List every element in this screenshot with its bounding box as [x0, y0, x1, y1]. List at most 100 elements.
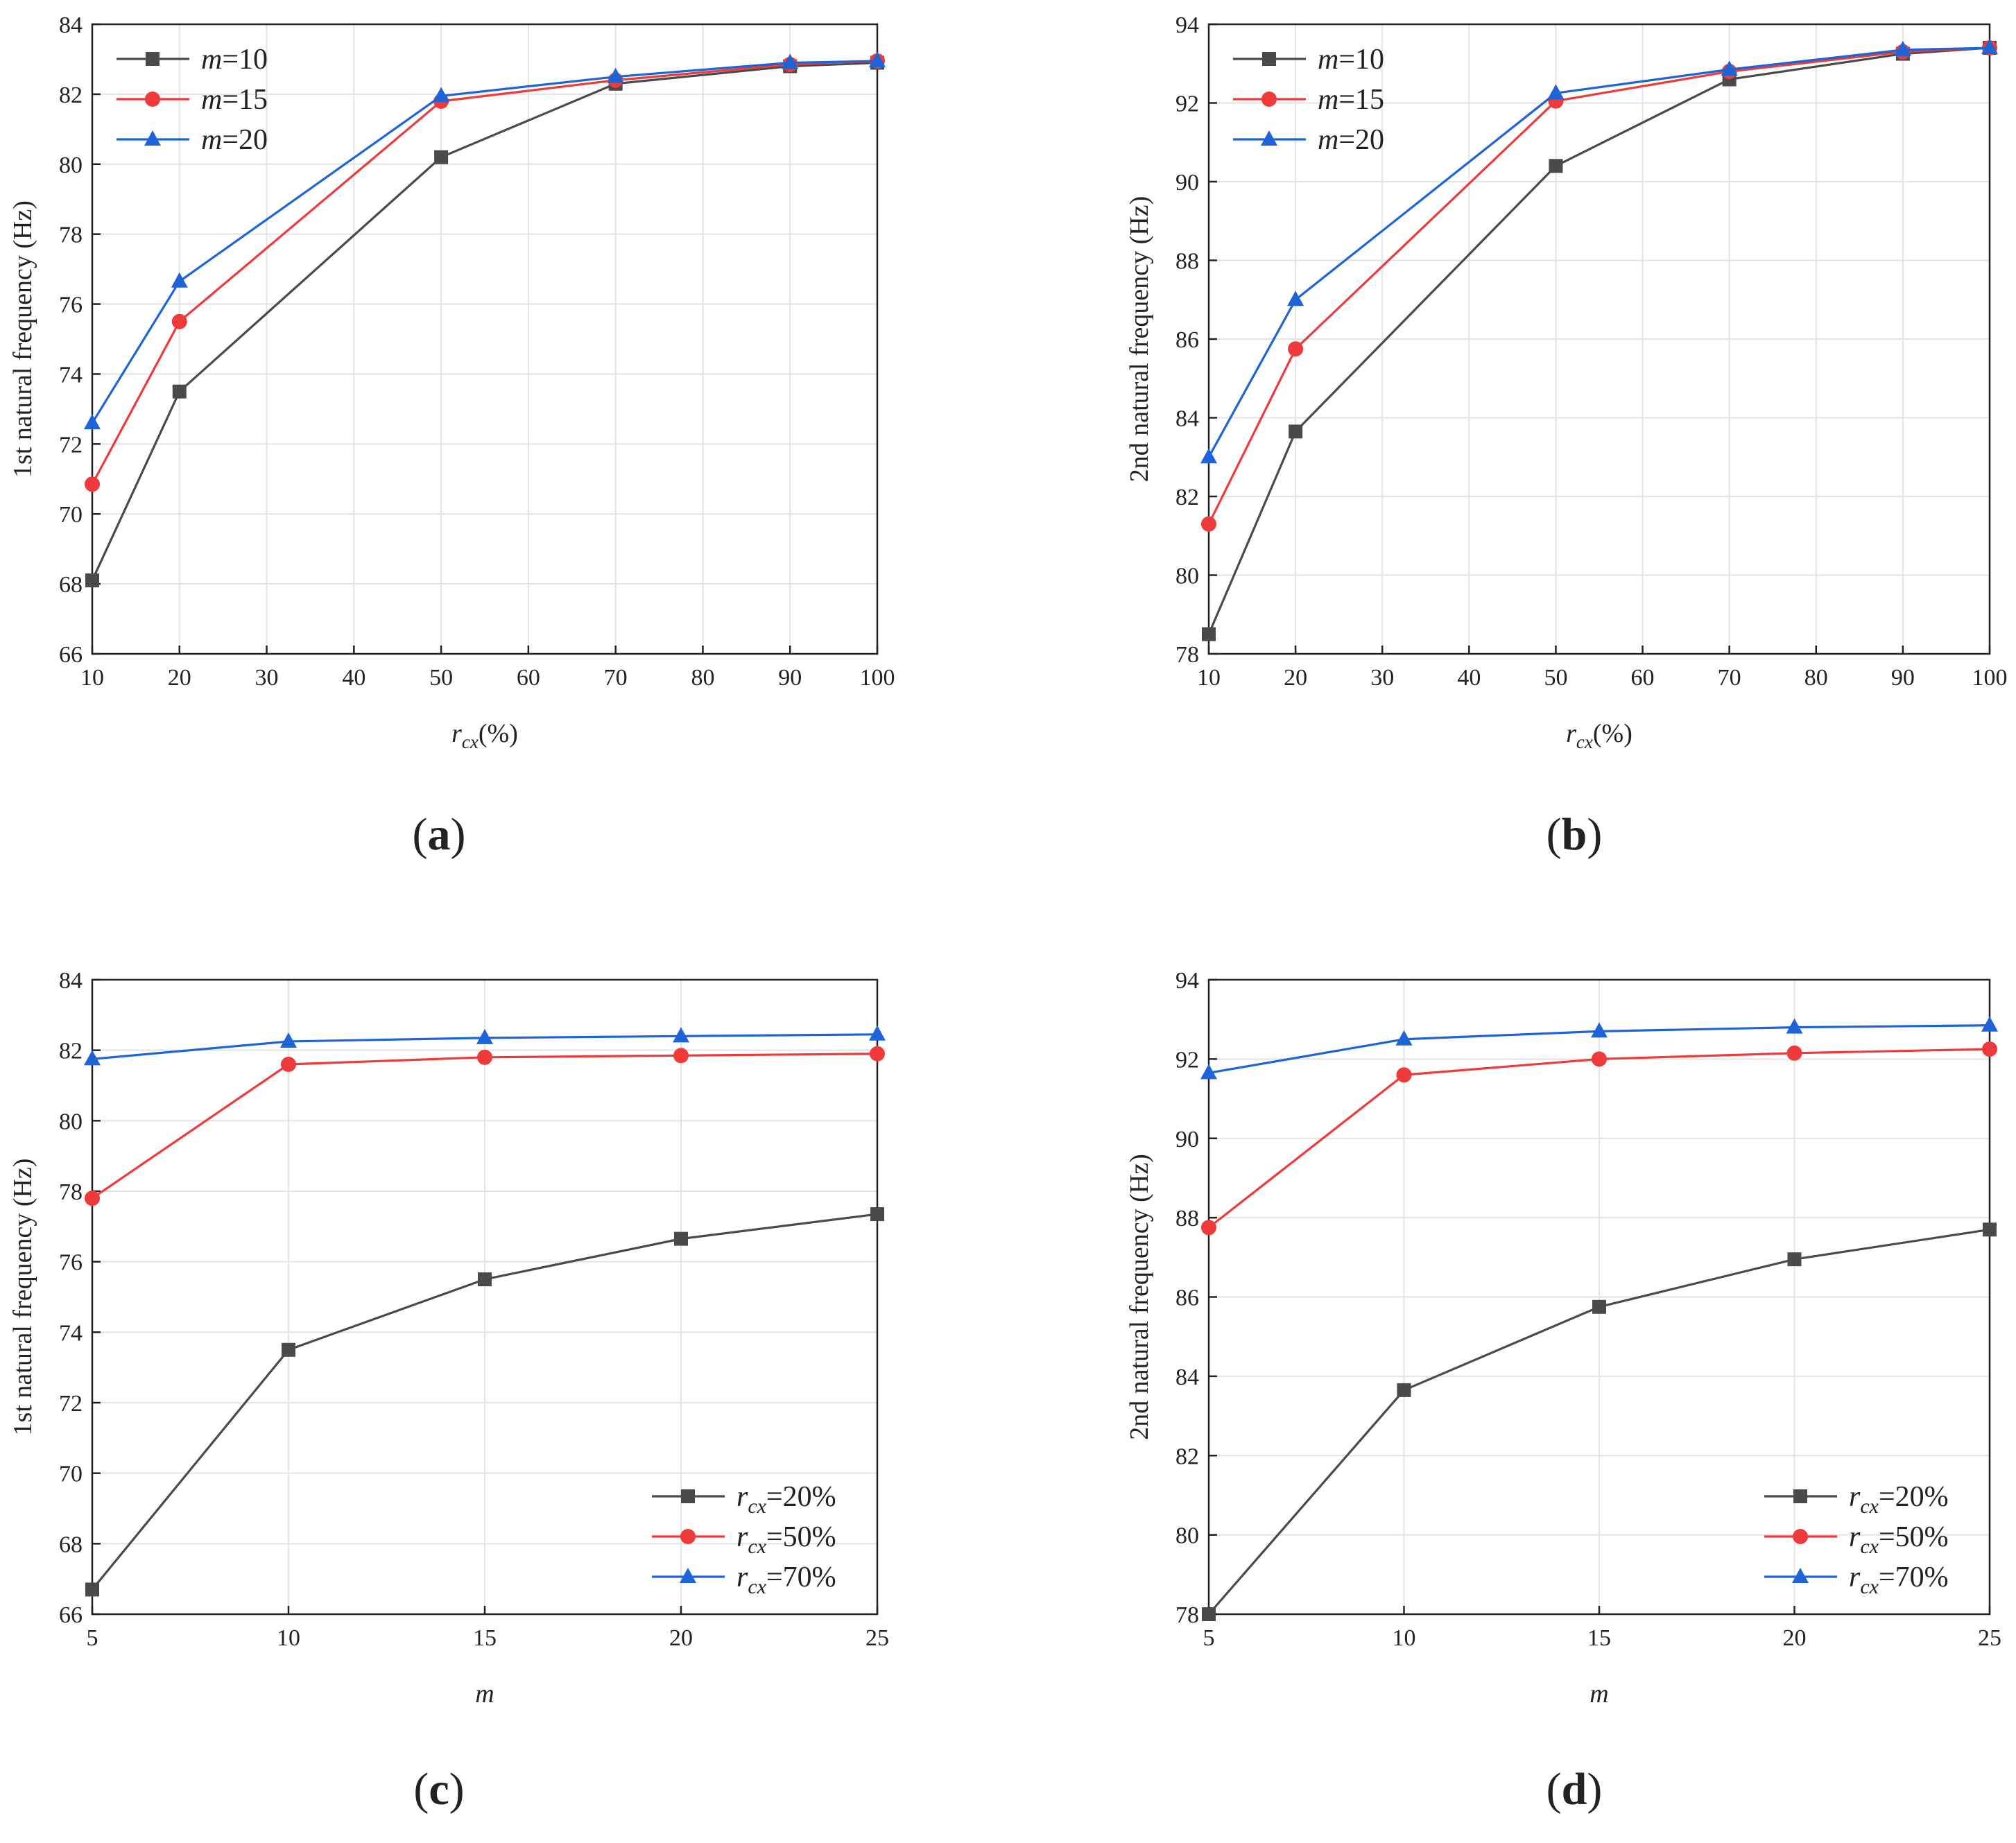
- x-tick-label: 10: [277, 1625, 300, 1651]
- y-tick-label: 88: [1175, 1206, 1199, 1231]
- y-axis-title: 1st natural frequency (Hz): [8, 1159, 37, 1436]
- legend-marker: [1261, 130, 1277, 146]
- data-point-0: [1202, 1607, 1216, 1621]
- data-point-1: [85, 476, 100, 492]
- x-tick-label: 100: [860, 665, 895, 691]
- panel-caption: (d): [1547, 1764, 1603, 1815]
- y-tick-label: 84: [59, 12, 83, 38]
- legend-value: =50%: [1879, 1521, 1949, 1553]
- legend-variable: r: [1849, 1521, 1861, 1553]
- x-tick-label: 40: [1457, 665, 1481, 691]
- legend-marker: [1793, 1489, 1807, 1503]
- data-point-0: [282, 1342, 295, 1357]
- data-point-2: [1981, 39, 1998, 55]
- data-point-0: [478, 1272, 492, 1287]
- legend-value: =10: [1338, 44, 1384, 76]
- x-axis-subscript: cx: [1576, 732, 1593, 752]
- legend-label: rcx=70%: [736, 1561, 836, 1598]
- x-tick-label: 100: [1972, 665, 2008, 691]
- legend-variable: m: [201, 44, 222, 76]
- x-tick-label: 25: [865, 1625, 889, 1651]
- legend-subscript: cx: [748, 1495, 766, 1518]
- caption-letter: c: [429, 1764, 449, 1815]
- x-tick-label: 80: [1804, 665, 1828, 691]
- x-tick-label: 10: [1393, 1625, 1416, 1651]
- data-point-1: [870, 1046, 885, 1062]
- data-point-1: [1396, 1067, 1412, 1083]
- y-tick-label: 68: [59, 572, 83, 598]
- x-tick-label: 30: [255, 665, 279, 691]
- data-point-2: [1786, 1018, 1803, 1034]
- y-tick-label: 72: [59, 1391, 83, 1417]
- data-point-0: [1289, 424, 1303, 439]
- caption-close-paren: ): [449, 1764, 465, 1815]
- data-point-2: [1287, 291, 1304, 306]
- y-tick-label: 80: [1175, 1523, 1199, 1549]
- panel-caption: (c): [413, 1764, 464, 1815]
- y-tick-label: 72: [59, 432, 83, 458]
- legend-label: rcx=50%: [1849, 1521, 1949, 1558]
- legend-variable: r: [736, 1561, 748, 1593]
- legend-label: m=10: [201, 44, 268, 76]
- y-tick-label: 84: [59, 968, 83, 994]
- x-tick-label: 5: [87, 1625, 98, 1651]
- x-tick-label: 20: [168, 665, 191, 691]
- legend-label: m=20: [201, 124, 268, 156]
- series-line-2: [91, 60, 878, 424]
- x-tick-label: 30: [1370, 665, 1394, 691]
- data-point-0: [1549, 159, 1563, 173]
- x-tick-label: 15: [473, 1625, 497, 1651]
- x-axis-unit: (%): [479, 719, 518, 748]
- y-tick-label: 70: [59, 1462, 83, 1487]
- series-line-1: [91, 60, 878, 485]
- x-axis-unit: (%): [1593, 719, 1632, 748]
- legend-value: =20: [1338, 124, 1384, 156]
- chart-panel-a: 10 20 30 40 50 60 70 80 90 100 66 68 70 72 74 76 78 80 82 8…: [8, 12, 895, 752]
- data-point-2: [673, 1027, 689, 1043]
- data-point-2: [84, 414, 101, 430]
- legend-variable: m: [201, 84, 222, 116]
- data-point-0: [85, 1582, 99, 1597]
- y-tick-label: 82: [59, 1039, 83, 1064]
- x-axis-variable: m: [475, 1679, 494, 1708]
- y-tick-label: 78: [59, 223, 83, 248]
- panel-caption: (b): [1547, 809, 1603, 860]
- legend-marker: [1261, 92, 1277, 107]
- x-tick-label: 20: [669, 1625, 693, 1651]
- data-point-1: [1201, 1220, 1216, 1236]
- y-tick-label: 66: [59, 642, 83, 668]
- data-point-2: [1395, 1030, 1413, 1046]
- data-point-2: [84, 1050, 101, 1066]
- y-tick-label: 76: [59, 293, 83, 318]
- legend-marker: [680, 1568, 696, 1583]
- x-tick-label: 5: [1203, 1625, 1215, 1651]
- series-line-0: [1207, 46, 1990, 635]
- y-tick-label: 92: [1175, 1047, 1199, 1073]
- legend-subscript: cx: [1860, 1495, 1879, 1518]
- legend-label: rcx=20%: [1849, 1481, 1949, 1518]
- data-point-1: [171, 313, 187, 329]
- y-tick-label: 80: [59, 1109, 83, 1134]
- y-tick-label: 94: [1175, 968, 1199, 994]
- y-tick-label: 92: [1175, 92, 1199, 117]
- legend-value: =20: [222, 124, 268, 156]
- legend-label: m=15: [201, 84, 268, 116]
- y-tick-label: 70: [59, 502, 83, 528]
- x-axis-variable: m: [1589, 1679, 1608, 1708]
- y-tick-label: 86: [1175, 327, 1199, 353]
- caption-open-paren: (: [413, 809, 428, 860]
- y-tick-label: 68: [59, 1532, 83, 1557]
- legend-variable: m: [1318, 84, 1338, 116]
- legend-value: =15: [222, 84, 268, 116]
- x-tick-label: 80: [691, 665, 714, 691]
- data-point-0: [172, 384, 187, 399]
- chart-panel-c: 5 10 15 20 25 66 68 70 72 74 76 78 80 82 84 1st natural…: [8, 968, 889, 1708]
- legend-marker: [1262, 52, 1276, 66]
- legend-subscript: cx: [1860, 1535, 1879, 1558]
- legend-marker: [144, 130, 161, 146]
- x-tick-label: 40: [342, 665, 365, 691]
- legend-subscript: cx: [748, 1575, 766, 1598]
- series-line-2: [1207, 46, 1990, 458]
- legend-variable: r: [1849, 1561, 1861, 1593]
- data-point-2: [171, 272, 188, 288]
